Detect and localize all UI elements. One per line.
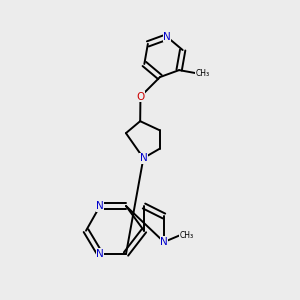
- Text: N: N: [96, 249, 104, 259]
- Text: CH₃: CH₃: [180, 231, 194, 240]
- Text: CH₃: CH₃: [196, 69, 210, 78]
- Text: N: N: [163, 32, 171, 42]
- Text: N: N: [96, 201, 104, 211]
- Text: O: O: [136, 92, 145, 102]
- Text: N: N: [140, 153, 147, 163]
- Text: N: N: [160, 237, 168, 247]
